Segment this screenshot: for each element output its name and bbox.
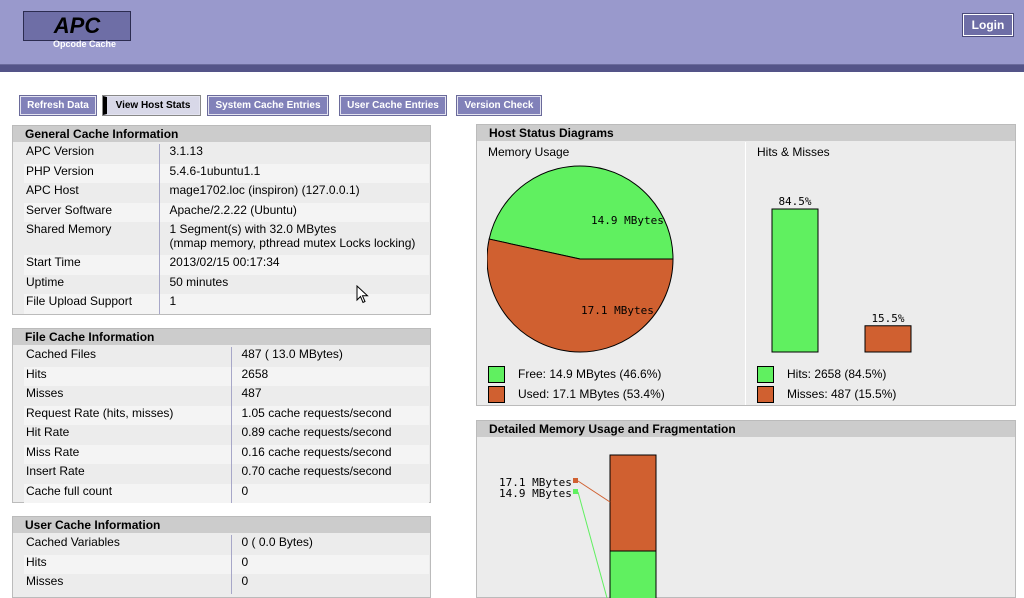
logo-subtitle: Opcode Cache <box>53 39 117 49</box>
pie-slice-used <box>487 238 674 353</box>
legend-hits-swatch <box>757 366 774 383</box>
file-cache-panel: File Cache Information Cached Files 487 (… <box>12 328 431 503</box>
bar-label-misses: 15.5% <box>871 312 904 325</box>
apc-logo: APC <box>23 11 131 41</box>
shared-memory-detail: (mmap memory, pthread mutex Locks lockin… <box>169 236 416 250</box>
host-status-divider <box>745 142 746 405</box>
fragment-free-connector <box>577 491 608 598</box>
fragment-used-marker <box>573 478 578 483</box>
mouse-cursor-icon <box>356 285 369 304</box>
table-row: Server Software Apache/2.2.22 (Ubuntu) <box>24 202 429 222</box>
table-row: Request Rate (hits, misses) 1.05 cache re… <box>24 405 429 425</box>
legend-hits-label: Hits: 2658 (84.5%) <box>787 367 887 381</box>
host-status-title: Host Status Diagrams <box>477 125 1015 141</box>
table-row: Insert Rate 0.70 cache requests/second <box>24 464 429 484</box>
fragment-free-label: 14.9 MBytes <box>499 487 572 500</box>
bar-label-hits: 84.5% <box>778 195 811 208</box>
header-divider <box>0 65 1024 72</box>
memory-usage-label: Memory Usage <box>488 145 570 159</box>
bar-misses <box>864 325 912 353</box>
table-row: Hit Rate 0.89 cache requests/second <box>24 425 429 445</box>
hits-misses-label: Hits & Misses <box>757 145 830 159</box>
table-row: APC Host mage1702.loc (inspiron) (127.0.0… <box>24 183 429 203</box>
host-status-panel: Host Status Diagrams Memory Usage Hits &… <box>476 124 1016 406</box>
table-row: Cached Files 487 ( 13.0 MBytes) <box>24 347 429 367</box>
general-cache-table: APC Version 3.1.13 PHP Version 5.4.6-1ubun… <box>24 144 429 314</box>
table-row: Cache full count 0 <box>24 483 429 503</box>
general-cache-title: General Cache Information <box>13 126 430 142</box>
table-row: Miss Rate 0.16 cache requests/second <box>24 444 429 464</box>
user-cache-table: Cached Variables 0 ( 0.0 Bytes) Hits 0 Mis… <box>24 535 429 594</box>
pie-label-used: 17.1 MBytes <box>581 304 654 317</box>
table-row: Start Time 2013/02/15 00:17:34 <box>24 255 429 275</box>
legend-misses-label: Misses: 487 (15.5%) <box>787 387 897 401</box>
view-host-stats-button[interactable]: View Host Stats <box>102 95 201 116</box>
logo-title: APC <box>53 13 101 38</box>
legend-free-swatch <box>488 366 505 383</box>
file-cache-title: File Cache Information <box>13 329 430 345</box>
table-row: Misses 487 <box>24 386 429 406</box>
pie-label-free: 14.9 MBytes <box>591 214 664 227</box>
user-cache-title: User Cache Information <box>13 517 430 533</box>
fragment-free-marker <box>573 489 578 494</box>
memory-usage-pie-chart: 14.9 MBytes 17.1 MBytes <box>487 165 674 353</box>
fragmentation-panel: Detailed Memory Usage and Fragmentation … <box>476 420 1016 598</box>
legend-used-label: Used: 17.1 MBytes (53.4%) <box>518 387 665 401</box>
table-row: APC Version 3.1.13 <box>24 144 429 164</box>
fragment-free-bar <box>609 550 657 598</box>
refresh-data-button[interactable]: Refresh Data <box>19 95 97 116</box>
legend-free-label: Free: 14.9 MBytes (46.6%) <box>518 367 662 381</box>
general-cache-panel: General Cache Information APC Version 3.1… <box>12 125 431 315</box>
fragment-used-connector <box>577 480 611 503</box>
table-row: Hits 2658 <box>24 366 429 386</box>
page-header: APC Opcode Cache Login <box>0 0 1024 65</box>
table-row: Cached Variables 0 ( 0.0 Bytes) <box>24 535 429 555</box>
user-cache-entries-button[interactable]: User Cache Entries <box>339 95 447 116</box>
fragmentation-title: Detailed Memory Usage and Fragmentation <box>477 421 1015 437</box>
system-cache-entries-button[interactable]: System Cache Entries <box>207 95 329 116</box>
table-row: Hits 0 <box>24 554 429 574</box>
version-check-button[interactable]: Version Check <box>456 95 542 116</box>
table-row: Shared Memory 1 Segment(s) with 32.0 MByt… <box>24 222 429 255</box>
file-cache-table: Cached Files 487 ( 13.0 MBytes) Hits 2658 … <box>24 347 429 503</box>
legend-used-swatch <box>488 386 505 403</box>
pie-slice-free <box>488 165 674 260</box>
login-button[interactable]: Login <box>962 13 1014 37</box>
fragmentation-chart: 17.1 MBytes 14.9 MBytes <box>499 454 657 598</box>
user-cache-panel: User Cache Information Cached Variables 0… <box>12 516 431 598</box>
hits-misses-bar-chart: 84.5% 15.5% <box>771 195 912 353</box>
fragment-used-label: 17.1 MBytes <box>499 476 572 489</box>
table-row: PHP Version 5.4.6-1ubuntu1.1 <box>24 163 429 183</box>
bar-hits <box>771 208 819 353</box>
fragment-used-bar <box>609 454 657 552</box>
table-row: Uptime 50 minutes <box>24 274 429 294</box>
shared-memory-value: 1 Segment(s) with 32.0 MBytes <box>169 222 337 236</box>
legend-misses-swatch <box>757 386 774 403</box>
